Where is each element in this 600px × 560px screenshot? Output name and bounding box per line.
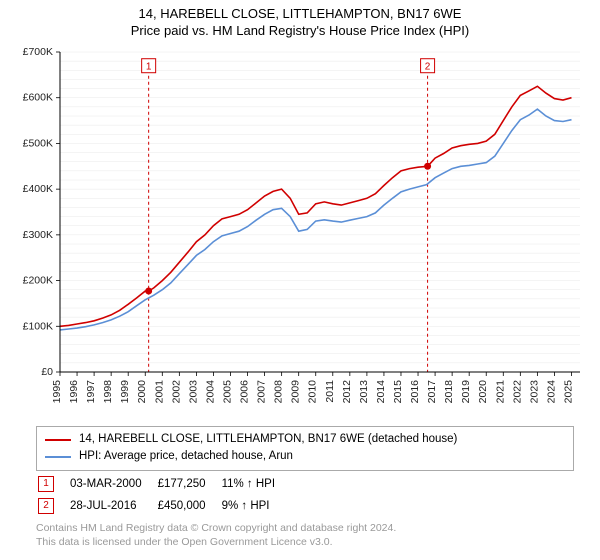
legend: 14, HAREBELL CLOSE, LITTLEHAMPTON, BN17 …	[36, 426, 574, 471]
legend-swatch	[45, 439, 71, 441]
footer-attribution: Contains HM Land Registry data © Crown c…	[36, 522, 396, 549]
svg-text:2015: 2015	[392, 380, 404, 404]
event-date: 28-JUL-2016	[70, 496, 156, 516]
svg-text:£600K: £600K	[23, 92, 53, 104]
event-delta: 9% ↑ HPI	[222, 496, 289, 516]
svg-text:2024: 2024	[545, 380, 557, 404]
svg-text:2022: 2022	[511, 380, 523, 404]
chart-title: 14, HAREBELL CLOSE, LITTLEHAMPTON, BN17 …	[0, 0, 600, 40]
svg-text:2023: 2023	[528, 380, 540, 404]
event-price: £450,000	[158, 496, 220, 516]
svg-text:£400K: £400K	[23, 183, 53, 195]
svg-text:£300K: £300K	[23, 229, 53, 241]
svg-text:2018: 2018	[443, 380, 455, 404]
svg-text:£0: £0	[41, 366, 53, 378]
chart-svg: £0 £100K £200K £300K £400K £500K £600K £700K 199…	[0, 44, 600, 414]
svg-text:2012: 2012	[341, 380, 353, 404]
svg-text:2011: 2011	[324, 380, 336, 403]
svg-text:2006: 2006	[239, 380, 251, 404]
svg-text:2020: 2020	[477, 380, 489, 404]
svg-text:1998: 1998	[102, 380, 114, 404]
title-address: 14, HAREBELL CLOSE, LITTLEHAMPTON, BN17 …	[0, 6, 600, 23]
legend-swatch	[45, 456, 71, 458]
svg-text:2003: 2003	[187, 380, 199, 404]
svg-text:2000: 2000	[136, 380, 148, 404]
svg-text:1997: 1997	[85, 380, 97, 404]
svg-text:£500K: £500K	[23, 137, 53, 149]
svg-text:2004: 2004	[204, 380, 216, 404]
svg-text:2: 2	[425, 62, 431, 73]
svg-text:2017: 2017	[426, 380, 438, 404]
table-row: 1 03-MAR-2000 £177,250 11% ↑ HPI	[38, 474, 289, 494]
legend-row: HPI: Average price, detached house, Arun	[45, 448, 565, 465]
chart-area: £0 £100K £200K £300K £400K £500K £600K £700K 199…	[0, 44, 600, 414]
legend-label: HPI: Average price, detached house, Arun	[79, 448, 293, 465]
svg-text:2010: 2010	[307, 380, 319, 404]
table-row: 2 28-JUL-2016 £450,000 9% ↑ HPI	[38, 496, 289, 516]
legend-row: 14, HAREBELL CLOSE, LITTLEHAMPTON, BN17 …	[45, 431, 565, 448]
svg-text:2021: 2021	[494, 380, 506, 404]
svg-text:£700K: £700K	[23, 46, 53, 58]
event-price: £177,250	[158, 474, 220, 494]
svg-text:£100K: £100K	[23, 320, 53, 332]
svg-text:1995: 1995	[51, 380, 63, 404]
svg-text:2013: 2013	[358, 380, 370, 404]
event-date: 03-MAR-2000	[70, 474, 156, 494]
events-table: 1 03-MAR-2000 £177,250 11% ↑ HPI 2 28-JU…	[36, 472, 291, 518]
svg-text:2025: 2025	[562, 380, 574, 404]
legend-label: 14, HAREBELL CLOSE, LITTLEHAMPTON, BN17 …	[79, 431, 457, 448]
svg-text:1996: 1996	[68, 380, 80, 404]
event-delta: 11% ↑ HPI	[222, 474, 289, 494]
svg-text:2009: 2009	[290, 380, 302, 404]
svg-text:2014: 2014	[375, 380, 387, 404]
svg-text:1999: 1999	[119, 380, 131, 404]
svg-text:2008: 2008	[273, 380, 285, 404]
footer-line: Contains HM Land Registry data © Crown c…	[36, 522, 396, 536]
event-number-badge: 1	[38, 476, 54, 492]
svg-text:2007: 2007	[256, 380, 268, 404]
footer-line: This data is licensed under the Open Gov…	[36, 536, 396, 550]
svg-text:2019: 2019	[460, 380, 472, 404]
svg-text:2002: 2002	[170, 380, 182, 404]
svg-text:2005: 2005	[221, 380, 233, 404]
svg-text:2001: 2001	[153, 380, 165, 404]
title-subtitle: Price paid vs. HM Land Registry's House …	[0, 23, 600, 40]
svg-text:1: 1	[146, 62, 152, 73]
svg-text:2016: 2016	[409, 380, 421, 404]
svg-text:£200K: £200K	[23, 275, 53, 287]
event-number-badge: 2	[38, 498, 54, 514]
